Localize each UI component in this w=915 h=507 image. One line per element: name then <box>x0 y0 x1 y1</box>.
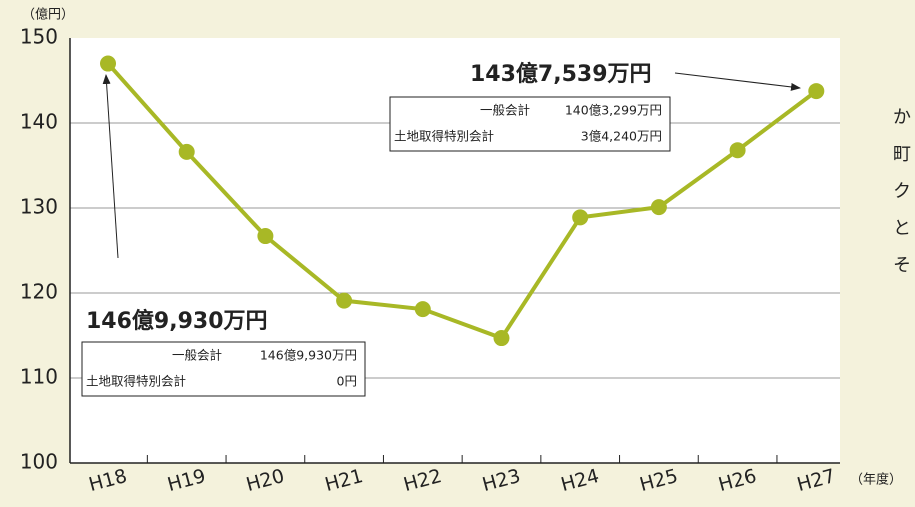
side-text: そ <box>893 255 911 276</box>
data-point <box>808 83 825 100</box>
annotation-value: 146億9,930万円 <box>260 348 357 363</box>
y-tick-label: 130 <box>20 195 58 219</box>
side-text: か <box>893 107 911 128</box>
data-point <box>257 228 274 245</box>
annotation-label: 土地取得特別会計 <box>86 374 186 389</box>
x-axis-label: （年度） <box>850 472 902 488</box>
side-text: ク <box>893 181 911 202</box>
data-point <box>100 55 116 72</box>
data-point <box>572 209 589 226</box>
y-tick-label: 140 <box>20 110 58 134</box>
annotation-label: 一般会計 <box>172 348 222 363</box>
arrow <box>674 72 801 91</box>
annotation-box <box>389 96 671 152</box>
annotation-value: 140億3,299万円 <box>565 103 662 118</box>
y-tick-label: 110 <box>20 365 58 389</box>
data-point <box>729 142 746 159</box>
annotation-value: 0円 <box>337 374 357 389</box>
y-tick-label: 150 <box>20 25 58 49</box>
y-tick-label: 120 <box>20 280 58 304</box>
data-point <box>493 330 510 347</box>
data-point <box>336 292 353 309</box>
annotation-box <box>81 341 366 397</box>
data-point <box>414 301 431 318</box>
data-point <box>650 199 667 216</box>
y-axis-label: （億円） <box>22 7 74 23</box>
annotation-title: 146億9,930万円 <box>86 308 268 334</box>
arrow <box>102 74 119 259</box>
y-tick-label: 100 <box>20 450 58 474</box>
data-point <box>178 143 195 160</box>
annotation-label: 土地取得特別会計 <box>394 129 494 144</box>
annotation-value: 3億4,240万円 <box>581 129 662 144</box>
data-line <box>106 62 818 341</box>
side-text: 町 <box>893 144 911 165</box>
annotation-label: 一般会計 <box>480 103 530 118</box>
side-text: と <box>893 218 911 239</box>
annotation-title: 143億7,539万円 <box>470 61 652 87</box>
